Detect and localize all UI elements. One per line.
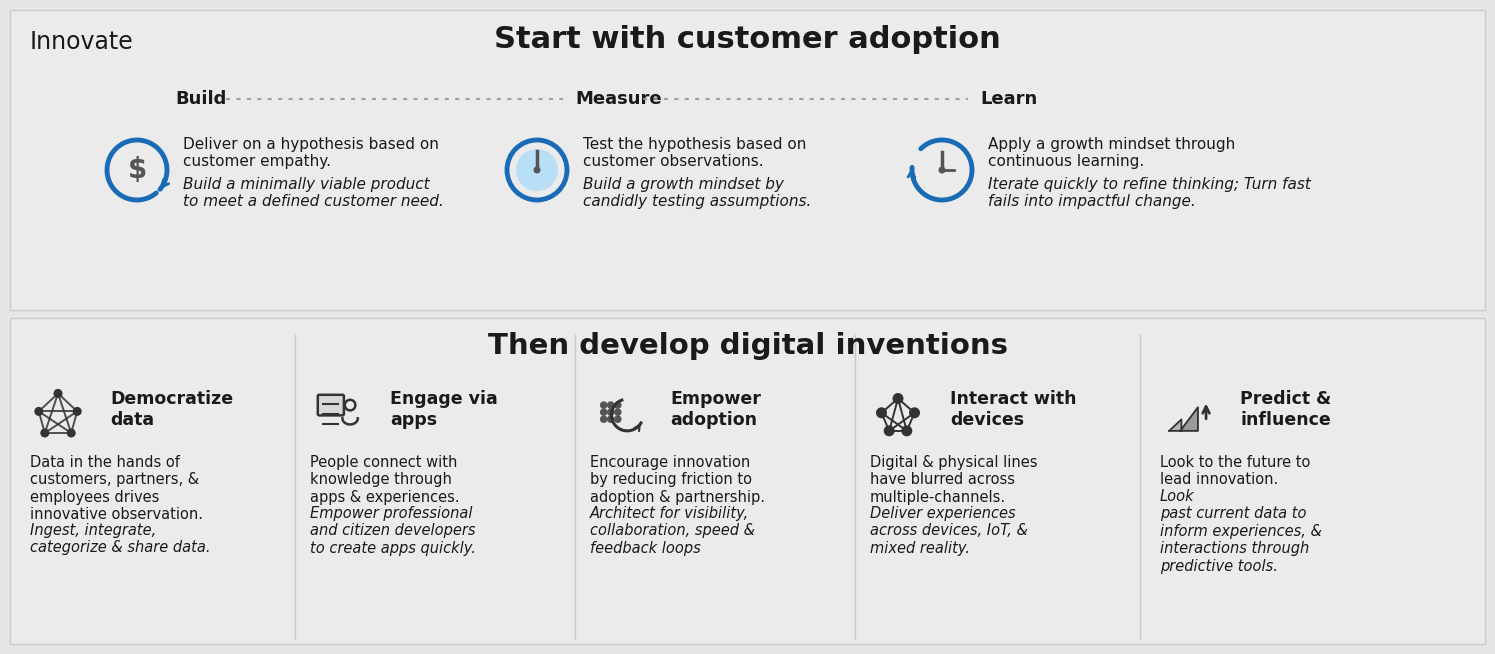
- Text: Ingest, integrate,
categorize & share data.: Ingest, integrate, categorize & share da…: [30, 523, 211, 555]
- Text: apps: apps: [390, 411, 437, 429]
- Text: Learn: Learn: [981, 90, 1038, 108]
- Circle shape: [599, 402, 607, 409]
- Circle shape: [614, 415, 622, 423]
- Polygon shape: [1169, 419, 1181, 431]
- Circle shape: [909, 407, 919, 419]
- Text: Democratize: Democratize: [111, 390, 233, 408]
- Text: Start with customer adoption: Start with customer adoption: [495, 26, 1000, 54]
- Text: Digital & physical lines
have blurred across
multiple-channels.: Digital & physical lines have blurred ac…: [870, 455, 1038, 505]
- Circle shape: [73, 407, 82, 416]
- Text: Predict &: Predict &: [1239, 390, 1331, 408]
- Text: Build a minimally viable product
to meet a defined customer need.: Build a minimally viable product to meet…: [182, 177, 444, 209]
- Text: Encourage innovation
by reducing friction to
adoption & partnership.: Encourage innovation by reducing frictio…: [591, 455, 765, 505]
- Circle shape: [67, 428, 76, 438]
- FancyBboxPatch shape: [10, 10, 1485, 310]
- Text: Innovate: Innovate: [30, 30, 133, 54]
- Text: Empower: Empower: [670, 390, 761, 408]
- Text: Look
past current data to
inform experiences, &
interactions through
predictive : Look past current data to inform experie…: [1160, 489, 1322, 574]
- Circle shape: [893, 393, 903, 404]
- Circle shape: [939, 167, 945, 173]
- Text: Then develop digital inventions: Then develop digital inventions: [487, 332, 1008, 360]
- Text: Build: Build: [175, 90, 226, 108]
- Circle shape: [607, 408, 614, 416]
- Text: $: $: [127, 156, 147, 184]
- Text: Test the hypothesis based on
customer observations.: Test the hypothesis based on customer ob…: [583, 137, 806, 169]
- FancyBboxPatch shape: [318, 395, 344, 415]
- Text: Engage via: Engage via: [390, 390, 498, 408]
- Text: devices: devices: [949, 411, 1024, 429]
- Text: Deliver on a hypothesis based on
customer empathy.: Deliver on a hypothesis based on custome…: [182, 137, 440, 169]
- Circle shape: [614, 402, 622, 409]
- Polygon shape: [1180, 407, 1197, 431]
- Circle shape: [34, 407, 43, 416]
- Text: Look to the future to
lead innovation.: Look to the future to lead innovation.: [1160, 455, 1311, 487]
- Text: Build a growth mindset by
candidly testing assumptions.: Build a growth mindset by candidly testi…: [583, 177, 812, 209]
- Text: Iterate quickly to refine thinking; Turn fast
fails into impactful change.: Iterate quickly to refine thinking; Turn…: [988, 177, 1311, 209]
- Text: Empower professional
and citizen developers
to create apps quickly.: Empower professional and citizen develop…: [309, 506, 475, 556]
- Circle shape: [534, 167, 541, 173]
- Text: Deliver experiences
across devices, IoT, &
mixed reality.: Deliver experiences across devices, IoT,…: [870, 506, 1029, 556]
- Circle shape: [876, 407, 887, 419]
- Text: Apply a growth mindset through
continuous learning.: Apply a growth mindset through continuou…: [988, 137, 1235, 169]
- Text: data: data: [111, 411, 154, 429]
- Circle shape: [901, 425, 912, 436]
- Text: adoption: adoption: [670, 411, 756, 429]
- Text: Interact with: Interact with: [949, 390, 1076, 408]
- Circle shape: [599, 408, 607, 416]
- Circle shape: [54, 389, 63, 398]
- FancyBboxPatch shape: [10, 318, 1485, 644]
- Text: Architect for visibility,
collaboration, speed &
feedback loops: Architect for visibility, collaboration,…: [591, 506, 755, 556]
- Circle shape: [516, 149, 558, 191]
- Circle shape: [884, 425, 894, 436]
- Circle shape: [607, 415, 614, 423]
- Circle shape: [607, 402, 614, 409]
- Circle shape: [599, 415, 607, 423]
- Text: Data in the hands of
customers, partners, &
employees drives
innovative observat: Data in the hands of customers, partners…: [30, 455, 203, 522]
- Circle shape: [40, 428, 49, 438]
- Text: People connect with
knowledge through
apps & experiences.: People connect with knowledge through ap…: [309, 455, 459, 505]
- Circle shape: [614, 408, 622, 416]
- Text: Measure: Measure: [576, 90, 662, 108]
- Text: influence: influence: [1239, 411, 1331, 429]
